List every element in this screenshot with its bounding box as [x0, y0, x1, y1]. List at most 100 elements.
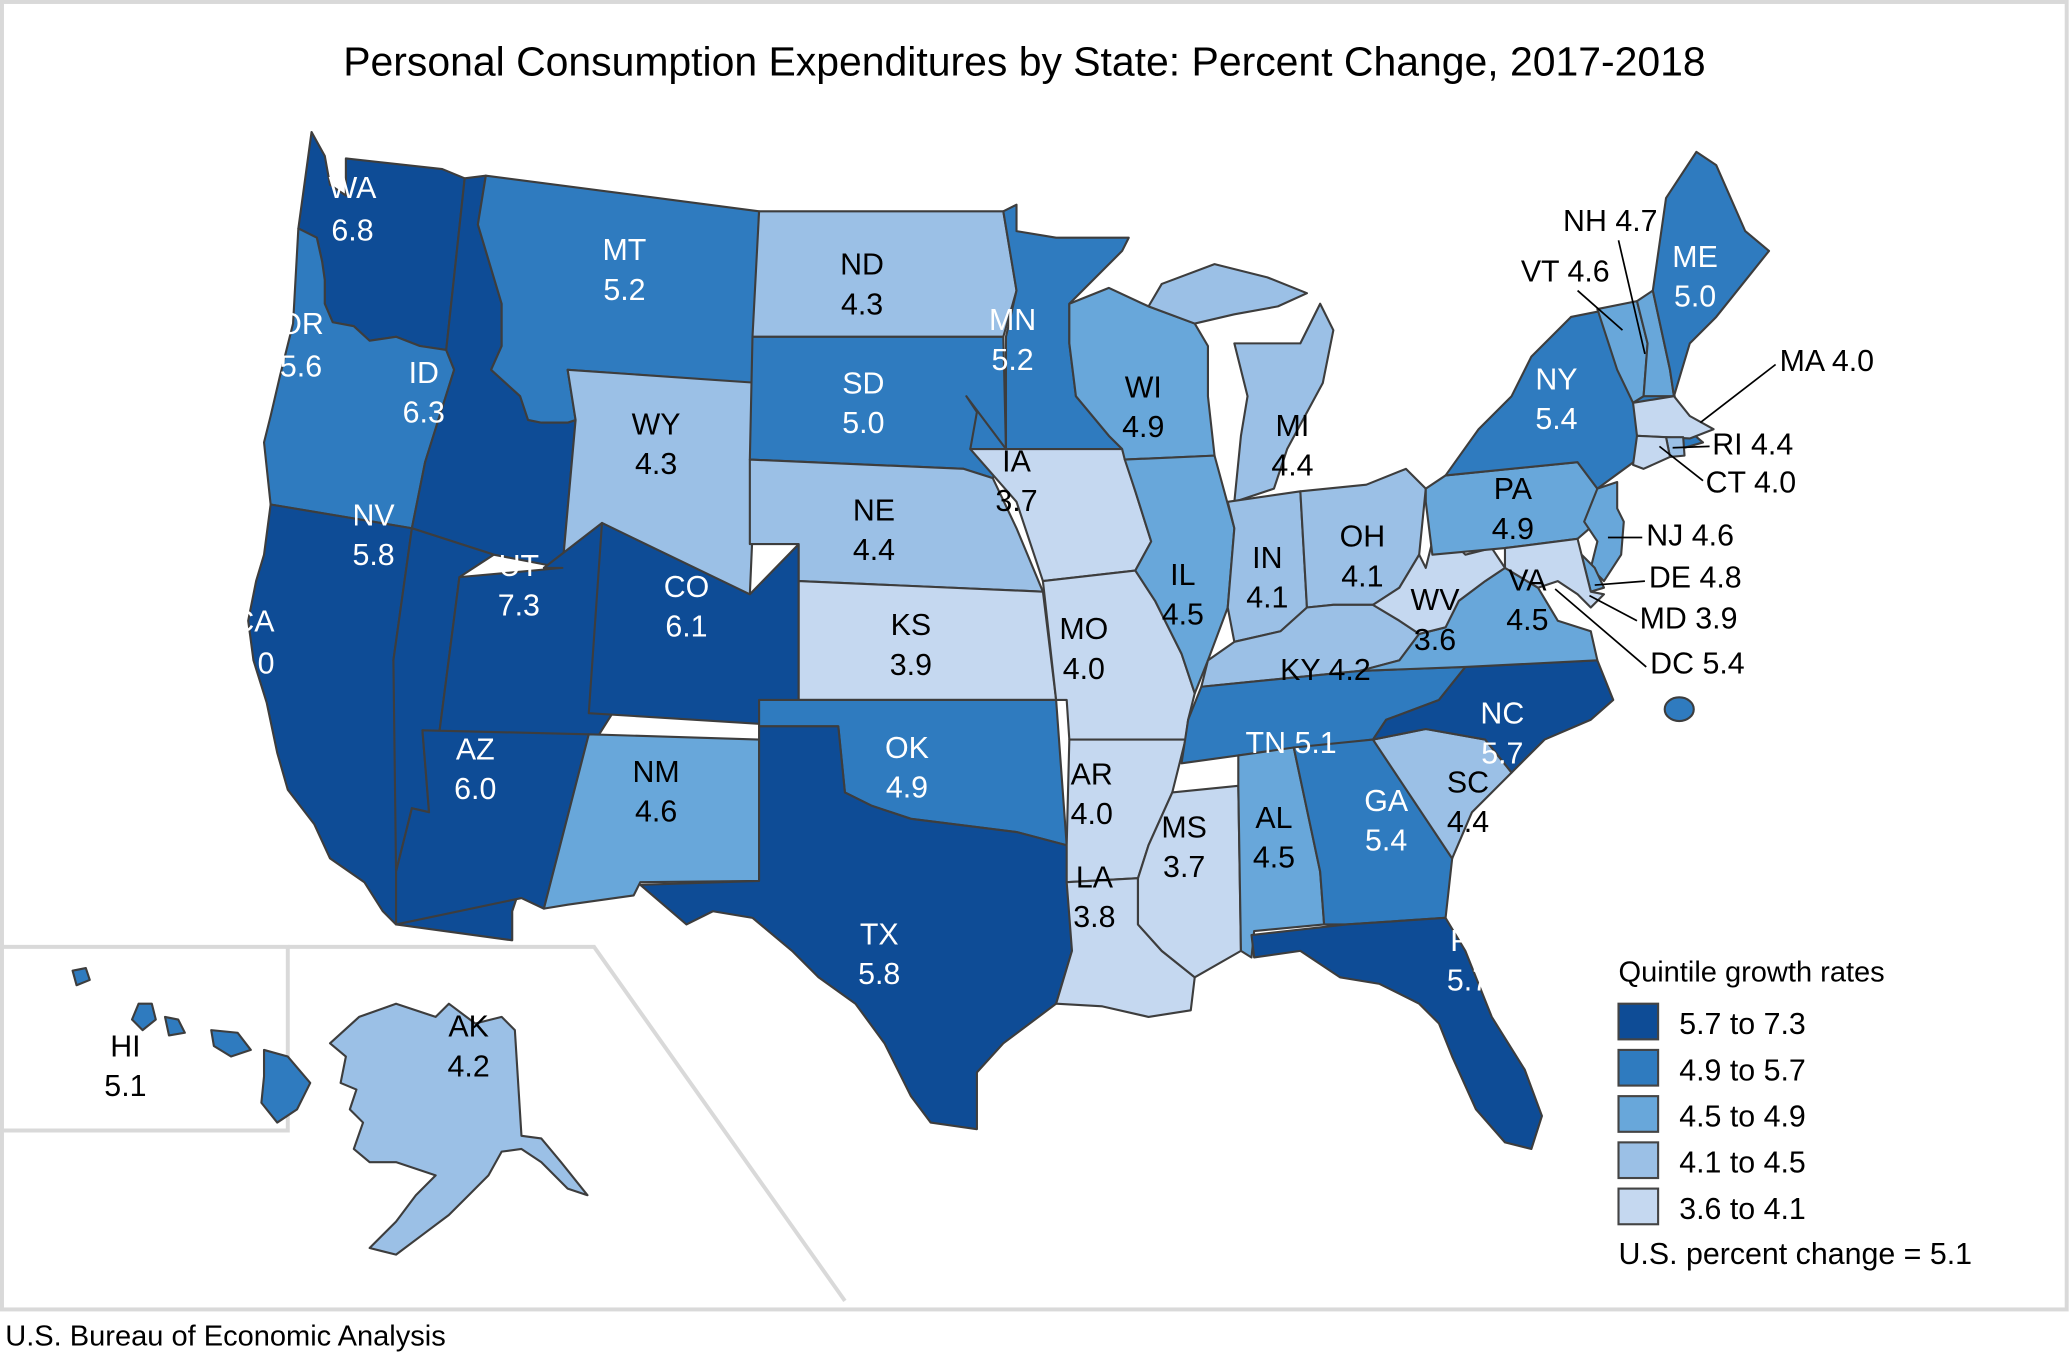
legend-title: Quintile growth rates — [1619, 956, 1885, 988]
state-value-label-nm: 4.6 — [635, 795, 677, 828]
state-value-label-fl: 5.7 — [1447, 964, 1489, 997]
state-value-label-sd: 5.0 — [842, 407, 884, 440]
state-abbr-label-wi: WI — [1125, 372, 1162, 405]
state-value-label-ks: 3.9 — [890, 649, 932, 682]
state-label-md: MD 3.9 — [1640, 603, 1738, 636]
leader-line-nh — [1617, 240, 1646, 355]
legend-swatch-2 — [1617, 1095, 1660, 1133]
state-abbr-label-nd: ND — [840, 249, 884, 282]
state-value-label-va: 4.5 — [1506, 604, 1548, 637]
state-abbr-label-mn: MN — [989, 304, 1036, 337]
state-abbr-label-az: AZ — [456, 733, 495, 766]
leader-line-dc — [1554, 588, 1647, 668]
state-abbr-label-mo: MO — [1059, 613, 1108, 646]
state-label-nh: NH 4.7 — [1563, 205, 1657, 238]
state-value-label-in: 4.1 — [1246, 581, 1288, 614]
state-abbr-label-wy: WY — [632, 408, 681, 441]
legend-label-0: 5.7 to 7.3 — [1679, 1008, 1806, 1041]
state-dc[interactable] — [1663, 696, 1695, 723]
state-value-label-ut: 7.3 — [498, 589, 540, 622]
legend-swatch-4 — [1617, 1187, 1660, 1226]
state-fl[interactable] — [1250, 916, 1543, 1151]
alaska-inset-frame — [287, 944, 847, 1302]
state-nj[interactable] — [1583, 480, 1625, 583]
state-value-label-tx: 5.8 — [858, 958, 900, 991]
state-abbr-label-sc: SC — [1447, 766, 1489, 799]
state-abbr-label-in: IN — [1252, 542, 1282, 575]
leader-line-vt — [1577, 289, 1624, 331]
state-ct[interactable] — [1631, 434, 1672, 470]
state-abbr-label-hi: HI — [110, 1031, 140, 1064]
state-value-label-or: 5.6 — [280, 350, 322, 383]
state-abbr-label-pa: PA — [1494, 473, 1533, 506]
hawaii-inset-frame — [1, 944, 290, 1133]
state-value-label-me: 5.0 — [1674, 280, 1716, 313]
legend-label-4: 3.6 to 4.1 — [1679, 1193, 1806, 1226]
state-me[interactable] — [1651, 150, 1771, 398]
state-label-ct: CT 4.0 — [1706, 467, 1797, 500]
states-layer — [71, 131, 1771, 1256]
state-abbr-label-ga: GA — [1364, 785, 1409, 818]
state-value-label-co: 6.1 — [665, 611, 707, 644]
state-value-label-ms: 3.7 — [1163, 851, 1205, 884]
state-label-ma: MA 4.0 — [1780, 345, 1874, 378]
leader-line-ma — [1699, 363, 1777, 424]
state-nd[interactable] — [751, 210, 1018, 338]
state-value-label-ak: 4.2 — [448, 1050, 490, 1083]
map-frame — [0, 0, 2069, 1312]
state-mi[interactable] — [1147, 263, 1335, 503]
state-or[interactable] — [262, 227, 456, 530]
state-value-label-wy: 4.3 — [635, 448, 677, 481]
state-value-label-mo: 4.0 — [1063, 653, 1105, 686]
state-abbr-label-al: AL — [1255, 802, 1292, 835]
legend: Quintile growth rates 5.7 to 7.3 4.9 to 5… — [1617, 956, 1973, 1271]
state-abbr-label-ms: MS — [1161, 811, 1207, 844]
state-nc[interactable] — [1371, 659, 1615, 774]
state-abbr-label-ks: KS — [891, 609, 931, 642]
state-abbr-label-la: LA — [1076, 861, 1114, 894]
state-abbr-label-me: ME — [1672, 241, 1718, 274]
state-abbr-label-ca: CA — [232, 605, 275, 638]
state-abbr-label-or: OR — [278, 308, 324, 341]
state-tx[interactable] — [639, 725, 1074, 1131]
state-label-ky: KY 4.2 — [1280, 654, 1371, 687]
state-abbr-label-ny: NY — [1535, 364, 1577, 397]
state-value-label-nd: 4.3 — [841, 288, 883, 321]
state-value-label-mt: 5.2 — [603, 274, 645, 307]
state-value-label-oh: 4.1 — [1341, 560, 1383, 593]
state-value-label-sc: 4.4 — [1447, 806, 1489, 839]
state-abbr-label-ne: NE — [853, 494, 895, 527]
state-md[interactable] — [1503, 537, 1606, 609]
state-value-label-ne: 4.4 — [853, 534, 895, 567]
leader-line-ct — [1658, 445, 1704, 482]
state-label-nj: NJ 4.6 — [1646, 519, 1734, 552]
state-label-vt: VT 4.6 — [1521, 255, 1610, 288]
leader-line-ri — [1672, 445, 1710, 449]
state-value-label-ga: 5.4 — [1365, 825, 1407, 858]
source-credit: U.S. Bureau of Economic Analysis — [5, 1321, 445, 1353]
state-label-tn: TN 5.1 — [1246, 727, 1337, 760]
state-abbr-label-ok: OK — [885, 732, 929, 765]
state-abbr-label-mi: MI — [1276, 410, 1310, 443]
state-abbr-label-mt: MT — [603, 234, 647, 267]
us-percent-change-note: U.S. percent change = 5.1 — [1619, 1238, 1973, 1271]
state-value-label-wa: 6.8 — [331, 214, 373, 247]
state-value-label-il: 4.5 — [1162, 599, 1204, 632]
state-value-label-nc: 5.7 — [1481, 737, 1523, 770]
state-value-label-mn: 5.2 — [991, 344, 1033, 377]
state-abbr-label-nc: NC — [1480, 698, 1524, 731]
state-abbr-label-id: ID — [409, 357, 439, 390]
state-value-label-mi: 4.4 — [1271, 449, 1313, 482]
state-hi[interactable] — [71, 966, 312, 1124]
state-value-label-ar: 4.0 — [1071, 798, 1113, 831]
state-value-label-wv: 3.6 — [1414, 624, 1456, 657]
state-abbr-label-fl: FL — [1450, 925, 1485, 958]
state-label-dc: DC 5.4 — [1650, 648, 1744, 681]
state-labels-layer: WA 6.8 OR 5.6 CA 6.0 ID 6.3 NV 5.8 MT 5.2 WY 4.3 UT 7.3… — [104, 172, 1874, 1103]
state-value-label-nv: 5.8 — [352, 539, 394, 572]
state-ak[interactable] — [328, 1002, 589, 1256]
state-value-label-ia: 3.7 — [995, 485, 1037, 518]
state-abbr-label-wa: WA — [329, 172, 378, 205]
state-value-label-id: 6.3 — [403, 397, 445, 430]
state-abbr-label-nv: NV — [353, 500, 396, 533]
